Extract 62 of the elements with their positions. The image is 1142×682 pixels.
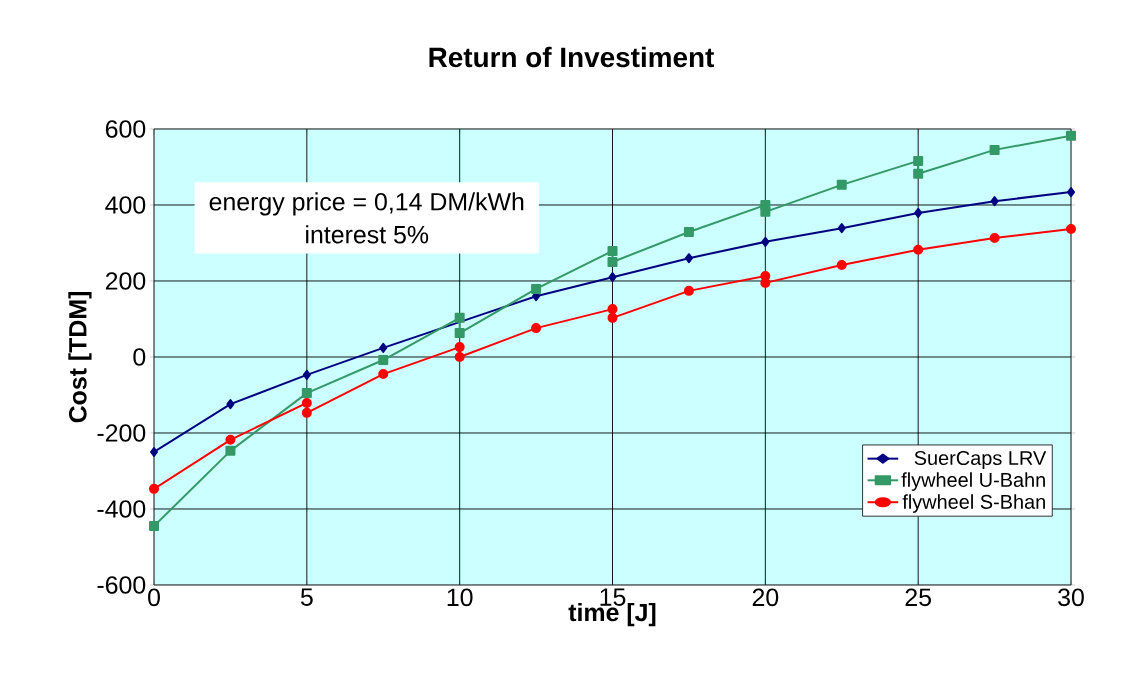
point <box>1066 130 1077 141</box>
point <box>225 434 236 445</box>
annotation: energy price = 0,14 DM/kWh <box>209 192 524 216</box>
point <box>225 445 236 456</box>
point <box>608 272 617 283</box>
point <box>378 369 389 380</box>
y-tick-label: 600 <box>105 120 146 138</box>
y-tick-label: 200 <box>105 272 146 290</box>
point <box>837 223 846 234</box>
point <box>607 245 618 256</box>
point <box>226 399 235 410</box>
x-tick-label: 0 <box>148 588 160 607</box>
point <box>302 369 311 380</box>
point <box>607 312 618 323</box>
point <box>989 144 1000 155</box>
y-tick-label: -400 <box>97 500 146 518</box>
y-tick-label: -600 <box>97 576 146 594</box>
legend-label: SuerCaps LRV <box>914 450 1047 470</box>
point <box>1067 187 1076 198</box>
point <box>454 342 465 353</box>
point <box>683 285 694 296</box>
point <box>684 253 693 264</box>
legend-label: flywheel U-Bahn <box>901 472 1045 491</box>
point <box>913 155 924 166</box>
point <box>914 207 923 218</box>
x-tick-label: 30 <box>1058 588 1084 607</box>
y-tick-label: -200 <box>97 424 146 442</box>
point <box>913 168 924 179</box>
point <box>379 342 388 353</box>
point <box>913 244 924 255</box>
point <box>836 260 847 271</box>
y-axis-title: Cost [TDM] <box>68 292 92 423</box>
point <box>683 226 694 237</box>
annotation: interest 5% <box>306 225 429 244</box>
x-tick-label: 5 <box>300 588 313 606</box>
point <box>454 328 465 339</box>
point <box>760 206 771 217</box>
point <box>150 446 159 457</box>
point <box>531 283 542 294</box>
point <box>301 388 312 399</box>
point <box>989 233 1000 244</box>
x-tick-label: 20 <box>752 588 779 607</box>
point <box>607 256 618 267</box>
point <box>454 312 465 323</box>
chart-title: Return of Investiment <box>429 46 715 68</box>
point <box>836 179 847 190</box>
point <box>301 407 312 418</box>
point <box>531 323 542 334</box>
x-tick-label: 25 <box>905 588 931 607</box>
point <box>149 483 160 494</box>
point <box>1066 223 1077 234</box>
y-tick-label: 400 <box>105 196 146 214</box>
point <box>301 397 312 408</box>
x-tick-label: 10 <box>447 588 473 607</box>
point <box>149 521 160 532</box>
legend-label: flywheel S-Bhan <box>902 494 1045 513</box>
point <box>990 196 999 207</box>
point <box>607 304 618 315</box>
y-tick-label: 0 <box>133 348 146 366</box>
point <box>454 351 465 362</box>
point <box>761 236 770 247</box>
point <box>378 355 389 366</box>
